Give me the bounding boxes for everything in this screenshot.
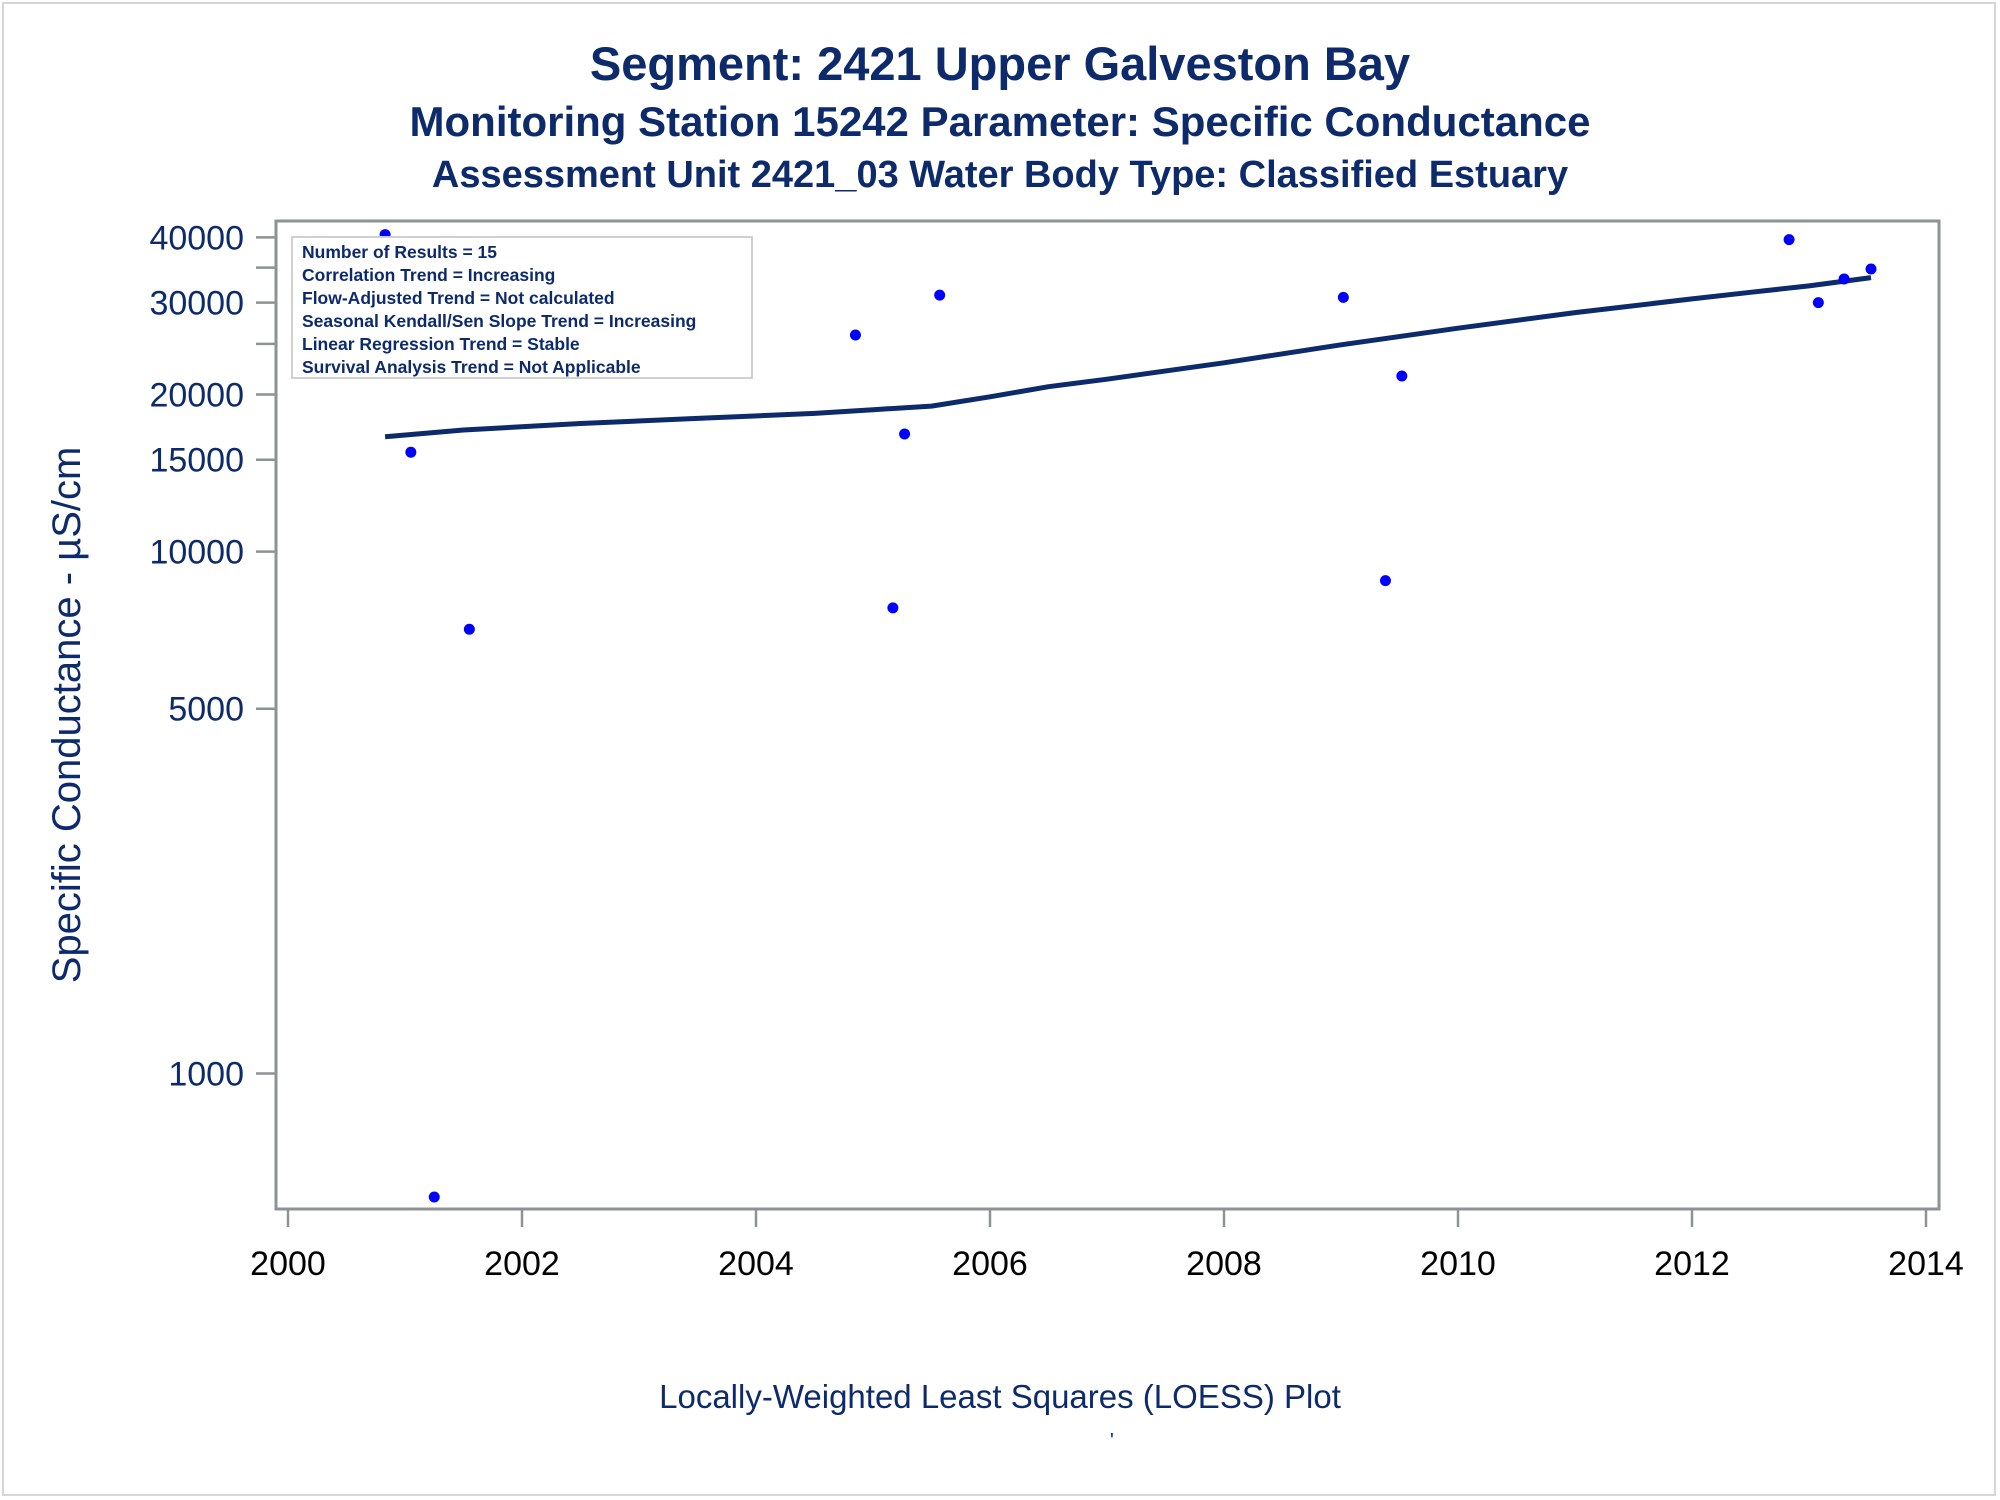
x-tick-label: 2004: [718, 1245, 794, 1283]
y-tick-label: 5000: [168, 691, 244, 729]
stats-legend-box: Number of Results = 15 Correlation Trend …: [291, 236, 753, 379]
x-tick-label: 2000: [250, 1245, 326, 1283]
y-tick-label: 30000: [149, 285, 244, 323]
chart-subtitle-station: Monitoring Station 15242 Parameter: Spec…: [409, 98, 1591, 145]
x-tick-label: 2010: [1420, 1245, 1496, 1283]
chart-title: Segment: 2421 Upper Galveston Bay: [589, 37, 1411, 90]
data-point: [1337, 291, 1349, 303]
data-point: [428, 1191, 440, 1203]
x-tick-label: 2002: [484, 1245, 560, 1283]
data-point: [405, 446, 417, 458]
data-point: [463, 623, 475, 635]
data-point: [1379, 575, 1391, 587]
data-point: [1865, 263, 1877, 275]
x-tick-label: 2012: [1654, 1245, 1730, 1283]
plot-area: [274, 219, 1941, 1211]
y-tick-label: 10000: [149, 534, 244, 572]
y-axis: 1000 5000 10000 15000 20000 30000 40000: [149, 219, 276, 1093]
data-point: [1838, 273, 1850, 285]
x-tick-label: 2008: [1186, 1245, 1262, 1283]
data-point: [1783, 234, 1795, 246]
stats-line: Correlation Trend = Increasing: [302, 265, 555, 285]
chart-subtitle-assessment: Assessment Unit 2421_03 Water Body Type:…: [431, 154, 1569, 196]
data-point: [934, 289, 946, 301]
stats-line: Survival Analysis Trend = Not Applicable: [302, 357, 641, 377]
y-tick-label: 15000: [149, 442, 244, 480]
y-tick-label: 40000: [149, 219, 244, 257]
stats-line: Flow-Adjusted Trend = Not calculated: [302, 288, 615, 308]
stats-line: Linear Regression Trend = Stable: [302, 334, 580, 354]
x-tick-label: 2006: [952, 1245, 1028, 1283]
data-point: [1812, 297, 1824, 309]
data-points: [379, 229, 1877, 1203]
data-point: [899, 428, 911, 440]
loess-trend-line: [384, 275, 1872, 440]
data-point: [849, 329, 861, 341]
x-tick-label: 2014: [1888, 1245, 1964, 1283]
data-point: [887, 602, 899, 614]
y-axis-label: Specific Conductance - µS/cm: [45, 447, 89, 984]
footnote-mark: ': [1110, 1430, 1114, 1452]
data-point: [1396, 370, 1408, 382]
y-tick-label: 1000: [168, 1055, 244, 1093]
y-tick-label: 20000: [149, 376, 244, 414]
x-axis: 2000 2002 2004 2006 2008 2010 2012 2014: [250, 1209, 1964, 1283]
stats-line: Seasonal Kendall/Sen Slope Trend = Incre…: [302, 311, 696, 331]
stats-line: Number of Results = 15: [302, 242, 497, 262]
x-axis-label: Locally-Weighted Least Squares (LOESS) P…: [659, 1378, 1341, 1415]
